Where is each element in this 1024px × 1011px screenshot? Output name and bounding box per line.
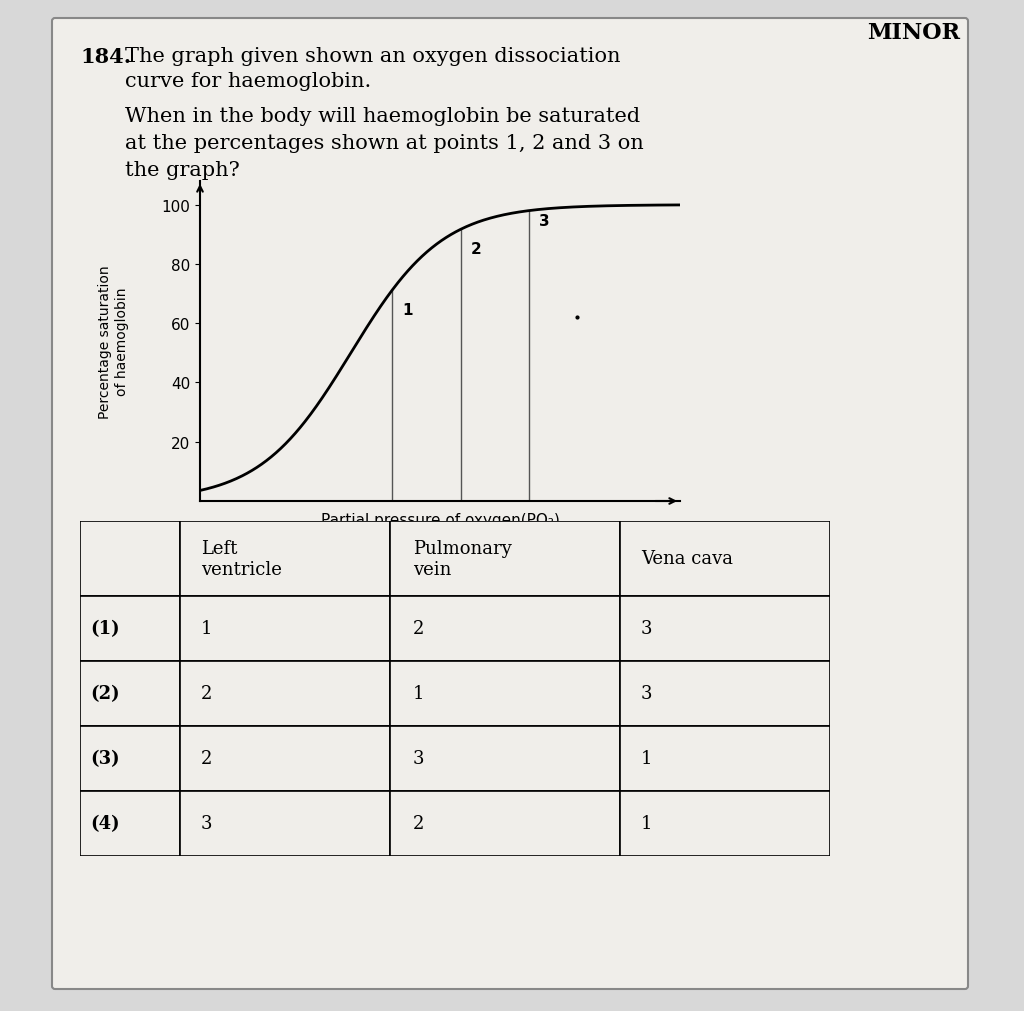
FancyBboxPatch shape (52, 19, 968, 989)
Bar (390, 522, 620, 596)
Text: 1: 1 (402, 302, 413, 317)
Text: 3: 3 (201, 815, 213, 833)
Bar (390, 661, 620, 726)
Text: 0: 0 (183, 525, 194, 540)
Text: When in the body will haemoglobin be saturated: When in the body will haemoglobin be sat… (125, 107, 640, 126)
Bar (80, 596, 180, 661)
Text: (4): (4) (90, 815, 120, 833)
Bar (180, 661, 390, 726)
Text: The graph given shown an oxygen dissociation: The graph given shown an oxygen dissocia… (125, 47, 621, 66)
Bar (620, 661, 830, 726)
Text: the graph?: the graph? (125, 161, 240, 180)
Bar (80, 522, 180, 596)
Bar (620, 596, 830, 661)
Text: 3: 3 (641, 684, 652, 703)
Text: 1: 1 (413, 684, 425, 703)
Text: (2): (2) (90, 684, 120, 703)
Bar (80, 661, 180, 726)
Text: 2: 2 (201, 684, 212, 703)
Text: Percentage saturation
of haemoglobin: Percentage saturation of haemoglobin (98, 265, 129, 419)
Text: 3: 3 (641, 620, 652, 638)
Bar (390, 792, 620, 856)
Bar (620, 792, 830, 856)
Text: Pulmonary
vein: Pulmonary vein (413, 540, 512, 578)
Text: 3: 3 (413, 750, 425, 767)
Bar (180, 726, 390, 792)
Text: 3: 3 (540, 214, 550, 229)
Text: at the percentages shown at points 1, 2 and 3 on: at the percentages shown at points 1, 2 … (125, 133, 644, 153)
Text: 1: 1 (641, 750, 652, 767)
Bar (620, 726, 830, 792)
Bar (180, 596, 390, 661)
X-axis label: Partial pressure of oxygen(PO₂): Partial pressure of oxygen(PO₂) (321, 513, 559, 528)
Text: (1): (1) (90, 620, 120, 638)
Text: curve for haemoglobin.: curve for haemoglobin. (125, 72, 372, 91)
Text: MINOR: MINOR (867, 22, 961, 43)
Text: 184.: 184. (80, 47, 131, 67)
Bar (80, 792, 180, 856)
Text: Left
ventricle: Left ventricle (201, 540, 282, 578)
Bar (390, 596, 620, 661)
Text: (3): (3) (90, 750, 120, 767)
Bar (620, 522, 830, 596)
Text: 2: 2 (413, 815, 424, 833)
Text: 2: 2 (413, 620, 424, 638)
Text: 1: 1 (641, 815, 652, 833)
Text: 2: 2 (471, 242, 481, 257)
Text: 2: 2 (201, 750, 212, 767)
Text: 1: 1 (201, 620, 213, 638)
Bar (80, 726, 180, 792)
Bar (180, 792, 390, 856)
Bar (390, 726, 620, 792)
Bar (180, 522, 390, 596)
Text: Vena cava: Vena cava (641, 550, 733, 568)
